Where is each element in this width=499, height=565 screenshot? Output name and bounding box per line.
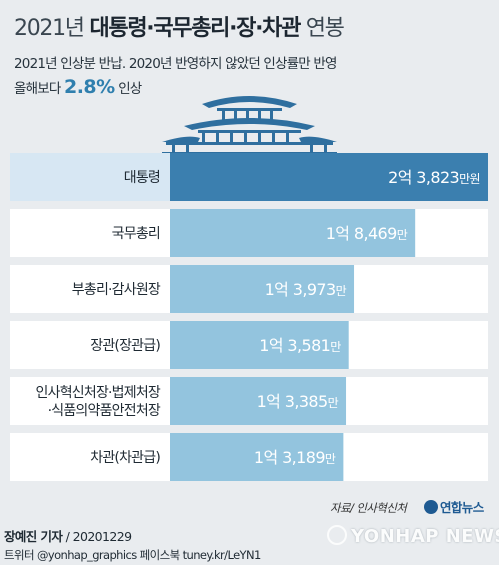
publish-date: 20201229 [72,529,132,544]
value-label: 1억 3,385만 [257,392,339,411]
bar-6 [170,433,344,481]
value-label: 1억 3,581만 [259,336,341,355]
social-links: 트위터 @yonhap_graphics 페이스북 tuney.kr/LeYN1 [4,548,261,562]
watermark-logo-icon [327,525,347,545]
category-label: 국무총리 [112,226,160,242]
bar-1 [170,153,488,201]
category-label: ·식품의약품안전처장 [48,403,161,419]
category-label: 장관(장관급) [90,338,160,354]
source-note: 자료/ 인사혁신처 [330,501,407,515]
bar-2 [170,209,416,257]
agency-logo: 연합뉴스 [424,497,484,516]
rate-suffix: 인상 [118,81,142,97]
title-tail: 연봉 [305,16,345,41]
rate-line: 올해보다 2.8% 인상 [14,76,142,98]
value-label: 1억 3,973만 [265,280,347,299]
watermark-text: YONHAP NEWS [351,526,499,547]
title-main: 대통령·국무총리·장·차관 [89,16,301,41]
rate-value: 2.8% [63,76,115,98]
agency-logo-icon [424,500,438,514]
category-label: 대통령 [124,170,160,186]
category-label: 부총리·감사원장 [72,282,161,298]
bar-4 [170,321,349,369]
value-label: 1억 3,189만 [254,448,336,467]
agency-name: 연합뉴스 [440,500,484,515]
reporter-name: 장예진 기자 [4,529,63,544]
bar-5 [170,377,347,425]
category-label: 인사혁신처장·법제처장 [36,385,161,401]
credit-line: 장예진 기자 / 20201229 [4,529,132,544]
bar-3 [170,265,355,313]
category-label: 차관(차관급) [90,450,160,466]
chart-subtitle: 2021년 인상분 반납. 2020년 반영하지 않았던 인상률만 반영 [14,56,337,72]
watermark: YONHAP NEWS [327,525,499,547]
chart-title: 2021년 대통령·국무총리·장·차관 연봉 [14,10,345,42]
value-label: 2억 3,823만원 [388,168,480,187]
rate-prefix: 올해보다 [14,81,61,97]
title-year: 2021년 [14,16,85,41]
value-label: 1억 8,469만 [326,224,408,243]
